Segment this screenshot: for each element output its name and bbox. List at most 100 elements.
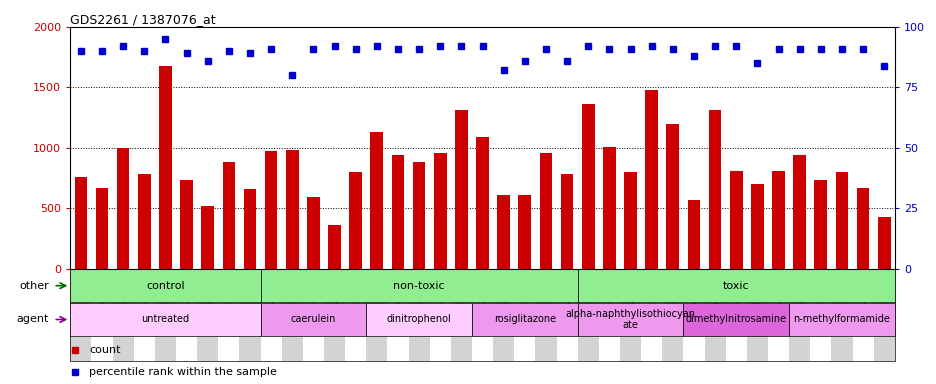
Text: dinitrophenol: dinitrophenol <box>387 314 451 324</box>
Bar <box>581 104 594 269</box>
Bar <box>180 180 193 269</box>
Bar <box>835 172 847 269</box>
Bar <box>197 269 218 361</box>
Bar <box>349 172 361 269</box>
Bar <box>534 269 556 361</box>
Bar <box>623 172 636 269</box>
Bar <box>813 180 826 269</box>
Text: percentile rank within the sample: percentile rank within the sample <box>89 367 277 377</box>
Text: count: count <box>89 345 121 355</box>
Bar <box>793 155 805 269</box>
Bar <box>92 269 112 361</box>
Text: untreated: untreated <box>141 314 189 324</box>
Bar <box>603 147 615 269</box>
Bar <box>218 269 240 361</box>
Bar <box>70 270 260 302</box>
Bar <box>328 225 341 269</box>
Bar <box>408 269 430 361</box>
Bar <box>366 303 472 336</box>
Bar <box>285 150 299 269</box>
Bar <box>810 269 830 361</box>
Bar <box>159 66 171 269</box>
Bar <box>475 137 489 269</box>
Bar <box>578 270 894 302</box>
Bar <box>370 132 383 269</box>
Bar <box>578 303 682 336</box>
Bar <box>70 269 894 361</box>
Bar <box>492 269 514 361</box>
Bar <box>282 269 302 361</box>
Bar <box>704 269 724 361</box>
Bar <box>450 269 472 361</box>
Bar <box>598 269 620 361</box>
Bar <box>578 269 598 361</box>
Bar <box>154 269 176 361</box>
Text: alpha-naphthylisothiocyan
ate: alpha-naphthylisothiocyan ate <box>565 309 695 330</box>
Bar <box>240 269 260 361</box>
Bar <box>265 151 277 269</box>
Bar <box>95 188 109 269</box>
Bar <box>682 303 788 336</box>
Bar <box>176 269 197 361</box>
Bar <box>260 269 282 361</box>
Bar <box>472 269 492 361</box>
Bar <box>746 269 768 361</box>
Bar <box>682 269 704 361</box>
Bar <box>771 171 784 269</box>
Text: agent: agent <box>17 314 49 324</box>
Bar <box>75 177 87 269</box>
Bar <box>302 269 324 361</box>
Bar <box>724 269 746 361</box>
Bar <box>645 90 657 269</box>
Text: caerulein: caerulein <box>290 314 336 324</box>
Text: other: other <box>20 281 49 291</box>
Bar <box>830 269 852 361</box>
Bar <box>307 197 319 269</box>
Bar <box>729 171 742 269</box>
Bar <box>366 269 387 361</box>
Bar <box>640 269 662 361</box>
Bar <box>430 269 450 361</box>
Bar <box>514 269 534 361</box>
Bar <box>665 124 679 269</box>
Bar <box>472 303 578 336</box>
Text: toxic: toxic <box>723 281 749 291</box>
Text: GDS2261 / 1387076_at: GDS2261 / 1387076_at <box>70 13 215 26</box>
Bar <box>324 269 344 361</box>
Bar <box>117 148 129 269</box>
Bar <box>112 269 134 361</box>
Bar <box>70 269 92 361</box>
Bar <box>620 269 640 361</box>
Bar <box>138 174 151 269</box>
Bar <box>539 153 551 269</box>
Bar <box>768 269 788 361</box>
Bar <box>788 303 894 336</box>
Bar <box>201 206 213 269</box>
Text: non-toxic: non-toxic <box>393 281 445 291</box>
Bar <box>260 270 578 302</box>
Bar <box>856 188 869 269</box>
Text: dimethylnitrosamine: dimethylnitrosamine <box>685 314 786 324</box>
Bar <box>556 269 578 361</box>
Bar <box>344 269 366 361</box>
Bar <box>708 110 721 269</box>
Text: control: control <box>146 281 184 291</box>
Bar <box>852 269 872 361</box>
Bar <box>70 303 260 336</box>
Bar <box>877 217 889 269</box>
Bar <box>413 162 425 269</box>
Bar <box>872 269 894 361</box>
Bar <box>751 184 763 269</box>
Bar <box>662 269 682 361</box>
Bar <box>497 195 509 269</box>
Text: rosiglitazone: rosiglitazone <box>493 314 555 324</box>
Bar <box>560 174 573 269</box>
Text: n-methylformamide: n-methylformamide <box>793 314 889 324</box>
Bar <box>243 189 256 269</box>
Bar <box>134 269 154 361</box>
Bar <box>455 110 467 269</box>
Bar <box>260 303 366 336</box>
Bar <box>222 162 235 269</box>
Bar <box>391 155 404 269</box>
Bar <box>788 269 810 361</box>
